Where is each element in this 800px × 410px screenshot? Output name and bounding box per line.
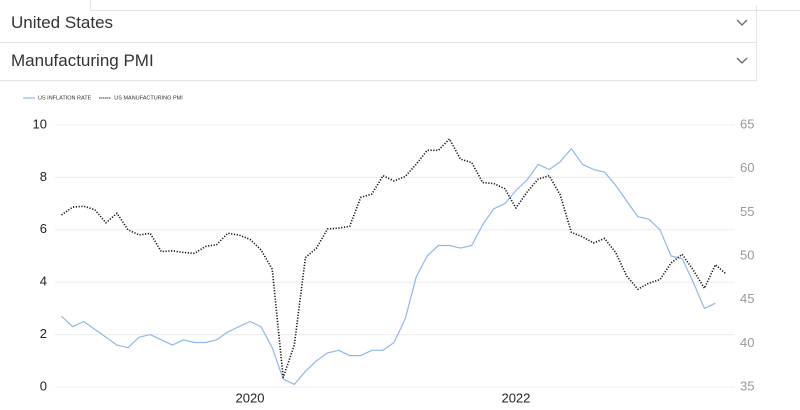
y2-tick-label: 45	[740, 291, 754, 306]
series-line	[61, 138, 727, 379]
country-select[interactable]: United States	[0, 5, 757, 43]
legend-label: US INFLATION RATE	[38, 95, 92, 101]
y2-tick-label: 35	[740, 378, 754, 393]
y-tick-label: 10	[33, 116, 47, 131]
y2-tick-label: 65	[740, 116, 754, 131]
chevron	[736, 57, 748, 64]
select-text: Manufacturing PMI	[11, 51, 154, 70]
y2-tick-label: 55	[740, 204, 754, 219]
y-tick-label: 8	[40, 169, 47, 184]
search-box[interactable]	[90, 0, 800, 11]
series-line	[61, 148, 716, 385]
legend-label: US MANUFACTURING PMI	[114, 95, 183, 101]
select-text: United States	[11, 13, 114, 32]
y2-tick-label: 40	[740, 335, 754, 350]
chevron	[736, 19, 748, 26]
x-tick-label: 2020	[236, 390, 265, 405]
y-tick-label: 4	[40, 274, 47, 289]
y-tick-label: 6	[40, 221, 47, 236]
y-tick-label: 2	[40, 326, 47, 341]
y-tick-label: 0	[40, 378, 47, 393]
y2-tick-label: 50	[740, 247, 754, 262]
y2-tick-label: 60	[740, 160, 754, 175]
x-tick-label: 2022	[501, 390, 530, 405]
indicator-select[interactable]: Manufacturing PMI	[0, 43, 757, 81]
